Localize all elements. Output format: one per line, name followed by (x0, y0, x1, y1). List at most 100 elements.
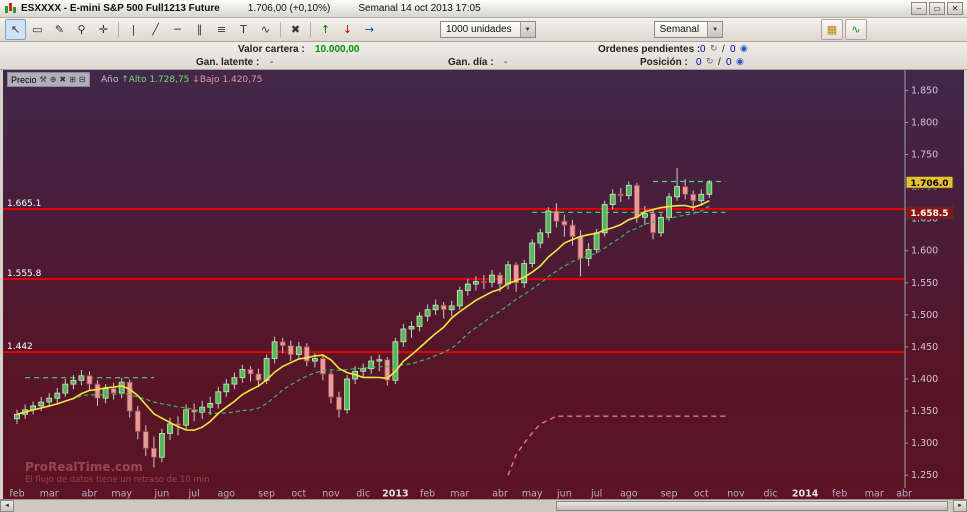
portfolio-value: 10.000,00 (315, 44, 360, 55)
pointer-tool-icon[interactable]: ↖ (5, 19, 26, 40)
svg-text:1.665.1: 1.665.1 (7, 199, 41, 209)
draw-tool-icon[interactable]: ✎ (54, 23, 65, 36)
svg-text:1.442: 1.442 (7, 342, 33, 352)
window-title: ESXXXX - E-mini S&P 500 Full1213 Future (21, 3, 220, 14)
candles-layer (14, 168, 713, 468)
horizontal-levels[interactable]: 1.665.1 1.555.8 1.442 (3, 199, 905, 354)
close-button[interactable]: ✕ (947, 2, 963, 15)
main-toolbar: ↖ ▭ ✎ ⚲ ✛ | ╱ ─ ∥ ≡ T ∿ ✖ ↑ ↓ → 1000 unidades ▼ Semanal… (0, 18, 967, 42)
chevron-down-icon[interactable]: ▼ (519, 22, 535, 37)
svg-text:1.706.0: 1.706.0 (910, 179, 948, 189)
svg-text:jul: jul (187, 489, 199, 500)
timeframe-select-value: Semanal (659, 24, 700, 35)
vertical-line-tool-icon[interactable]: | (131, 23, 136, 36)
chart-area[interactable]: 1.665.11.555.81.4421.8501.8001.7501.7001… (0, 70, 967, 500)
units-select[interactable]: 1000 unidades ▼ (440, 21, 536, 38)
chevron-down-icon[interactable]: ▼ (707, 22, 723, 37)
svg-text:mar: mar (40, 489, 59, 500)
panel-maximize-icon[interactable]: ⊞ (69, 75, 76, 84)
watermark-line1: ProRealTime.com (25, 460, 143, 474)
svg-text:jun: jun (154, 489, 170, 500)
pending-orders-value: 0 (700, 44, 706, 55)
svg-text:1.450: 1.450 (911, 342, 938, 353)
x-axis-labels: feb mar abr may jun jul ago sep oct nov dic 2013 feb… (9, 489, 912, 500)
svg-text:feb: feb (9, 489, 24, 500)
app-icon (4, 2, 17, 15)
sell-arrow-tool-icon[interactable]: ↓ (342, 23, 353, 36)
zigzag-tool-icon[interactable]: ∿ (260, 23, 271, 36)
indicators-button[interactable]: ∿ (845, 19, 867, 40)
svg-text:1.500: 1.500 (911, 310, 938, 321)
highlight-patterns-button[interactable]: ▦ (821, 19, 843, 40)
delete-tool-icon[interactable]: ✖ (290, 23, 301, 36)
orders-view-icon[interactable]: ◉ (740, 44, 748, 54)
price-badges: 1.706.0 1.658.5 (905, 175, 954, 220)
latent-gain-value: - (270, 57, 274, 68)
zoom-tool-icon[interactable]: ⚲ (77, 23, 86, 36)
position-value: 0 (696, 57, 702, 68)
window-buttons: – ▭ ✕ (911, 2, 963, 15)
scroll-left-icon[interactable]: ◄ (0, 500, 14, 512)
svg-text:ago: ago (217, 489, 235, 500)
position-slash: / (718, 57, 721, 68)
crosshair-tool-icon[interactable]: ✛ (98, 23, 109, 36)
scroll-right-icon[interactable]: ► (953, 500, 967, 512)
text-tool-icon[interactable]: T (240, 23, 247, 36)
horizontal-line-tool-icon[interactable]: ─ (174, 23, 181, 36)
price-chart-host[interactable]: 1.665.11.555.81.4421.8501.8001.7501.7001… (3, 70, 964, 500)
panel-minimize-icon[interactable]: ⊟ (78, 75, 86, 84)
svg-text:jun: jun (556, 489, 572, 500)
svg-text:feb: feb (832, 489, 847, 500)
svg-text:1.350: 1.350 (911, 406, 938, 417)
svg-text:dic: dic (764, 489, 778, 500)
toolbar-right-tools: ▦ ∿ (821, 19, 867, 40)
svg-text:nov: nov (322, 489, 340, 500)
indicator-close-icon[interactable]: ✖ (59, 75, 67, 84)
fibonacci-tool-icon[interactable]: ≡ (216, 23, 227, 36)
scrollbar-thumb[interactable] (556, 501, 948, 511)
channel-tool-icon[interactable]: ∥ (196, 23, 203, 36)
alert-arrow-tool-icon[interactable]: → (364, 23, 375, 36)
oblique-line-tool-icon[interactable]: ╱ (152, 23, 159, 36)
day-gain-label: Gan. día : (448, 57, 494, 68)
maximize-button[interactable]: ▭ (929, 2, 945, 15)
drawing-tools: ↖ ▭ ✎ ⚲ ✛ | ╱ ─ ∥ ≡ T ∿ ✖ ↑ ↓ → (5, 19, 380, 40)
svg-text:1.300: 1.300 (911, 438, 938, 449)
svg-text:sep: sep (258, 489, 275, 500)
price-panel-icons: ⚒ ⊕ ✖ ⊞ ⊟ (40, 74, 86, 85)
indicator-zoom-icon[interactable]: ⊕ (49, 75, 57, 84)
ma-fast-line (16, 199, 710, 432)
selection-tool-icon[interactable]: ▭ (32, 23, 43, 36)
timeframe-select[interactable]: Semanal ▼ (653, 21, 724, 38)
minimize-button[interactable]: – (911, 2, 927, 15)
svg-text:1.400: 1.400 (911, 374, 938, 385)
watermark-line2: El flujo de datos tiene un retraso de 10… (25, 475, 210, 485)
orders-slash: / (722, 44, 725, 55)
position-refresh-icon[interactable]: ↻ (706, 57, 714, 67)
orders-refresh-icon[interactable]: ↻ (710, 44, 718, 54)
svg-text:abr: abr (82, 489, 98, 500)
latent-gain-label: Gan. latente : (196, 57, 260, 68)
svg-text:1.555.8: 1.555.8 (7, 269, 42, 279)
svg-text:feb: feb (420, 489, 435, 500)
position-value-2: 0 (726, 57, 732, 68)
svg-text:oct: oct (694, 489, 709, 500)
buy-arrow-tool-icon[interactable]: ↑ (320, 23, 331, 36)
indicator-properties-icon[interactable]: ⚒ (39, 75, 47, 84)
horizontal-scrollbar[interactable]: ◄ ► (0, 499, 967, 512)
pending-orders-value-2: 0 (730, 44, 736, 55)
svg-text:2013: 2013 (382, 489, 408, 500)
units-select-value: 1000 unidades (446, 24, 512, 35)
toolbar-separator (310, 22, 311, 37)
ma-slow-line (16, 205, 710, 415)
svg-text:may: may (522, 489, 543, 500)
position-label: Posición : (640, 57, 688, 68)
price-panel-header: Precio ⚒ ⊕ ✖ ⊞ ⊟ (7, 72, 90, 87)
svg-text:may: may (111, 489, 132, 500)
title-bar: ESXXXX - E-mini S&P 500 Full1213 Future … (0, 0, 967, 18)
price-chart[interactable]: 1.665.11.555.81.4421.8501.8001.7501.7001… (3, 70, 964, 500)
position-view-icon[interactable]: ◉ (736, 57, 744, 67)
svg-text:2014: 2014 (792, 489, 819, 500)
pending-orders-label: Ordenes pendientes : (598, 44, 701, 55)
year-high-low-label: Año ↑Alto 1.728,75 ↓Bajo 1.420,75 (101, 75, 262, 85)
